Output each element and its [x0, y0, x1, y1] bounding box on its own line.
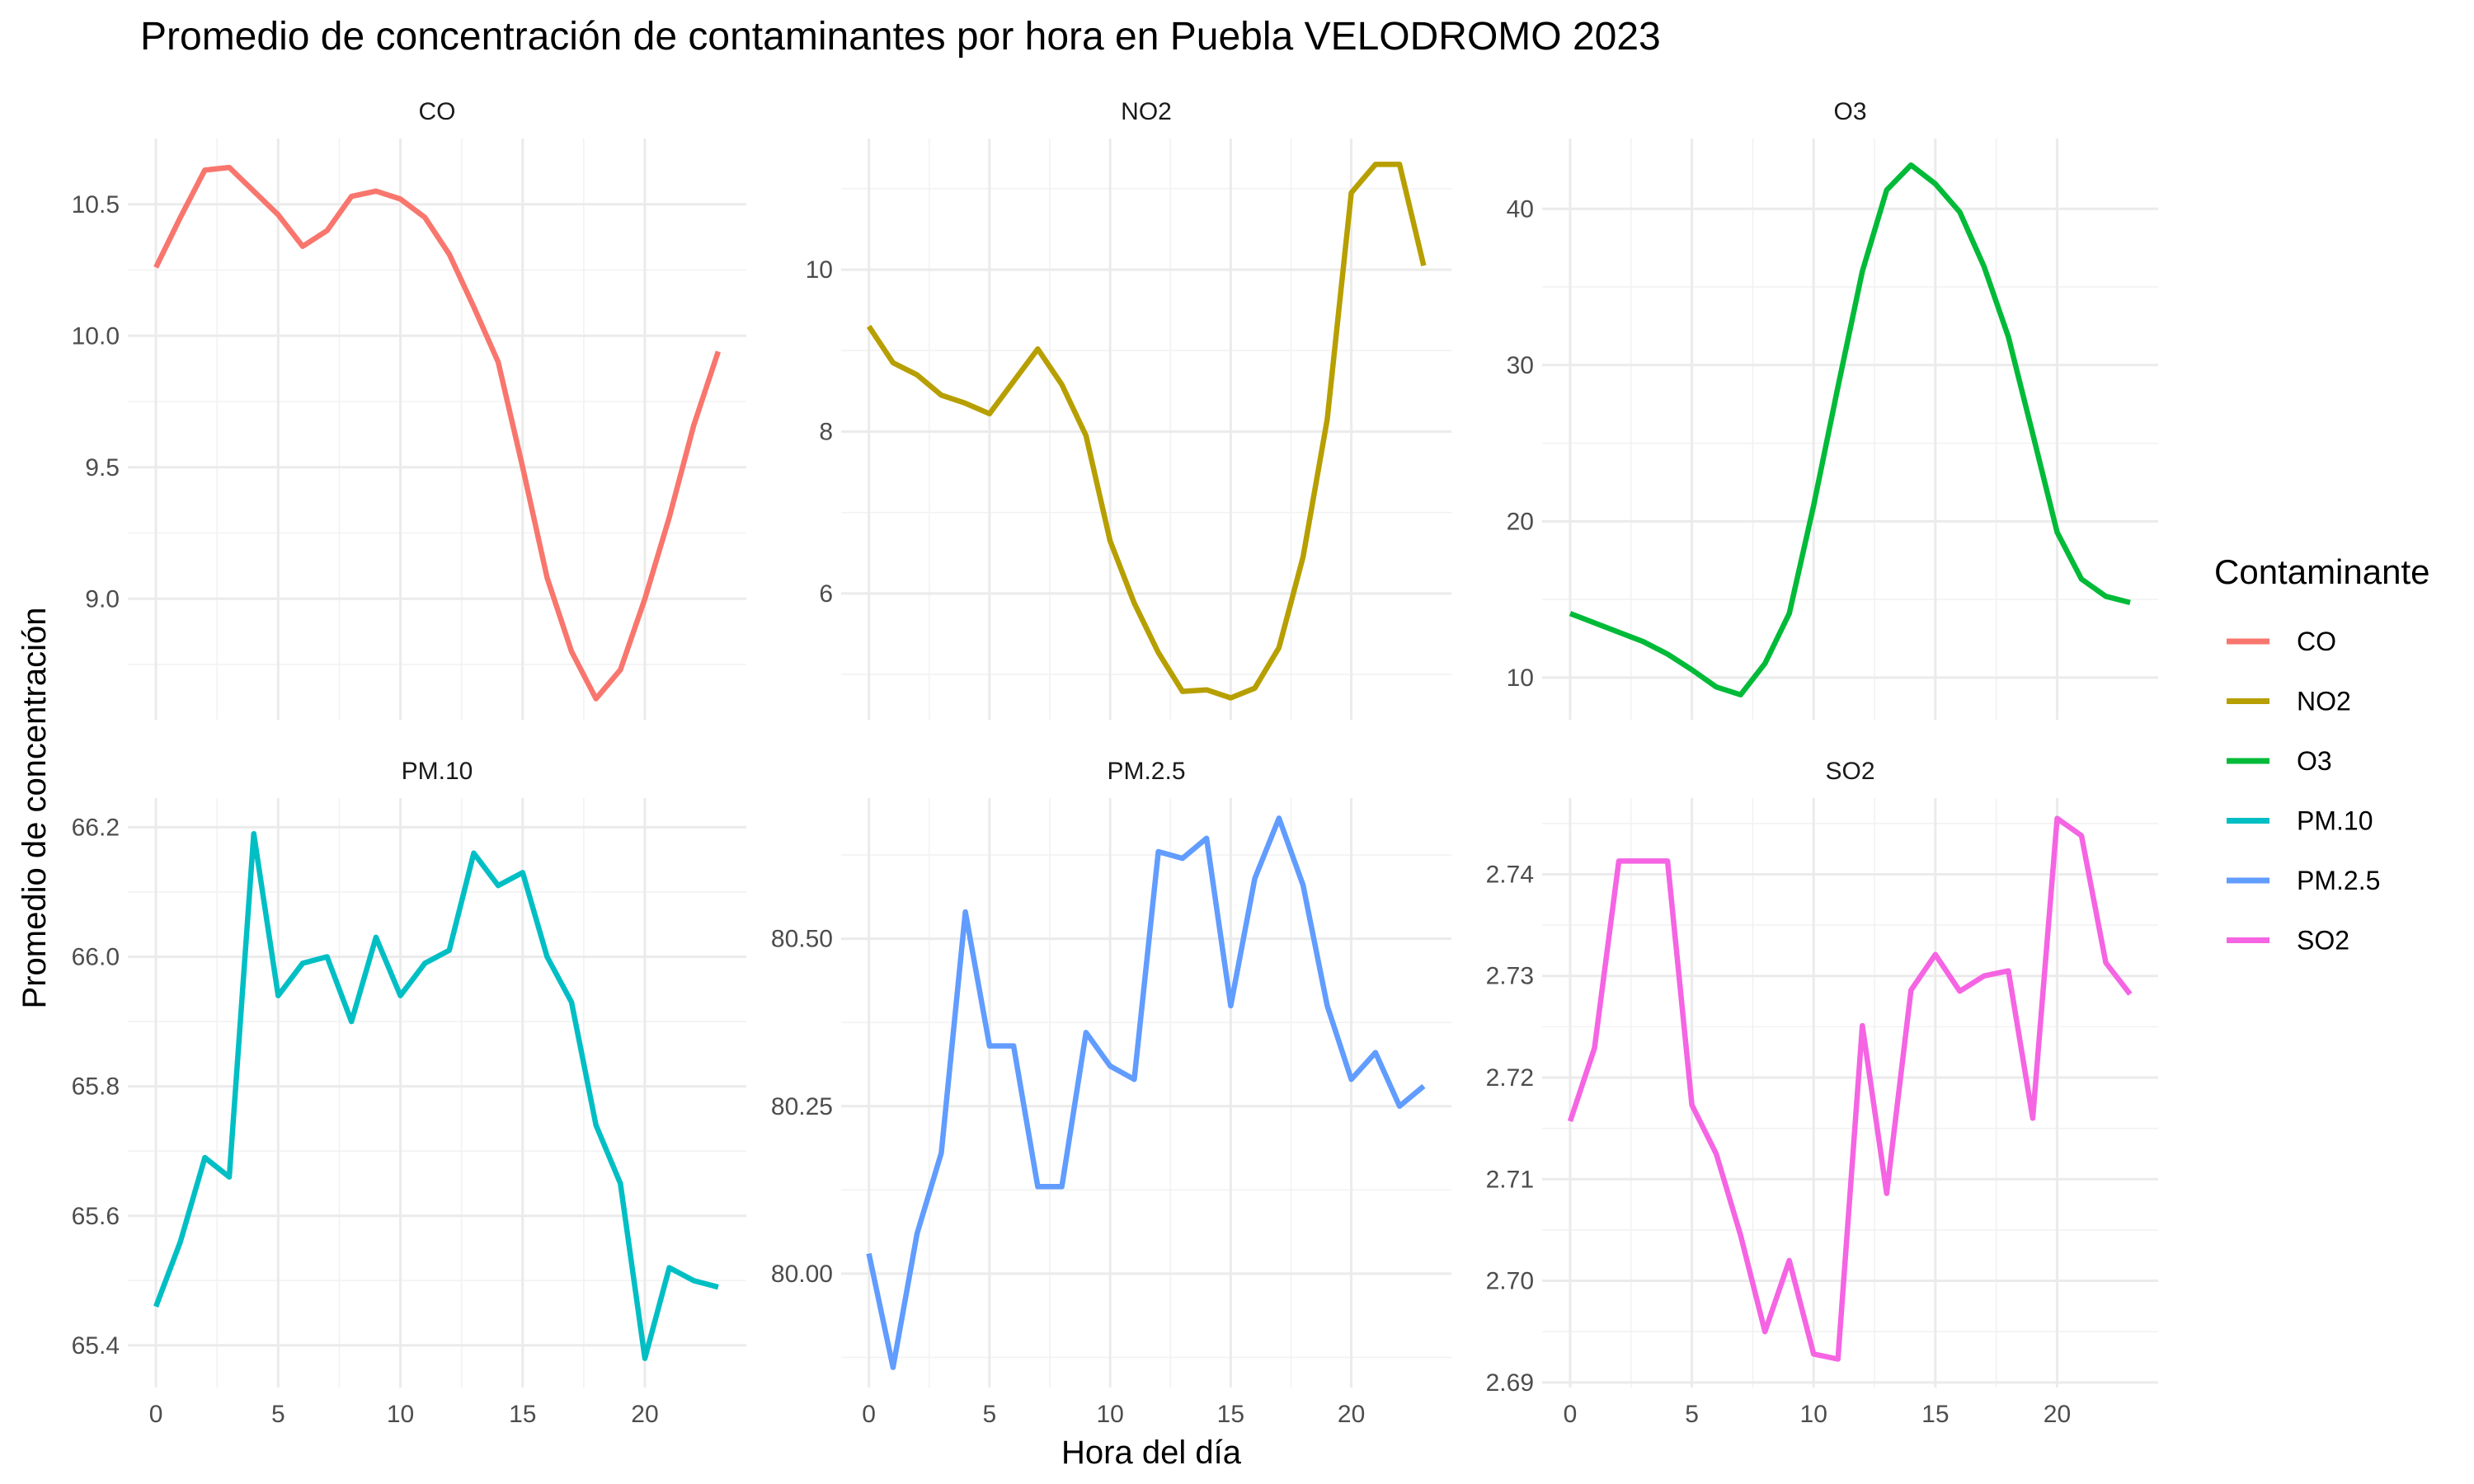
- y-tick-label: 30: [1507, 352, 1534, 379]
- legend-label: CO: [2297, 627, 2336, 656]
- legend-item-no2: NO2: [2227, 687, 2351, 716]
- x-tick-label: 20: [631, 1401, 658, 1428]
- x-tick-label: 0: [862, 1401, 876, 1428]
- chart-title: Promedio de concentración de contaminant…: [140, 15, 1661, 59]
- y-tick-label: 2.69: [1486, 1369, 1534, 1397]
- y-tick-label: 2.74: [1486, 861, 1534, 888]
- y-tick-label: 10.0: [72, 322, 120, 350]
- legend-label: PM.2.5: [2297, 866, 2380, 895]
- legend-label: SO2: [2297, 926, 2349, 956]
- x-tick-label: 5: [271, 1401, 285, 1428]
- y-tick-label: 2.73: [1486, 963, 1534, 990]
- x-tick-label: 15: [1217, 1401, 1244, 1428]
- y-tick-label: 65.4: [72, 1332, 120, 1360]
- x-tick-label: 5: [983, 1401, 997, 1428]
- y-tick-label: 2.71: [1486, 1166, 1534, 1193]
- legend-item-pm-10: PM.10: [2227, 806, 2373, 836]
- x-tick-label: 10: [1096, 1401, 1123, 1428]
- legend-label: O3: [2297, 746, 2332, 776]
- y-tick-label: 66.2: [72, 814, 120, 841]
- panel-no2: NO2 6 8 10: [806, 98, 1451, 720]
- y-tick-label: 80.00: [771, 1261, 833, 1288]
- series-line-co: [153, 164, 721, 702]
- panel-title-so2: SO2: [1825, 758, 1874, 785]
- y-tick-label: 9.5: [85, 454, 120, 481]
- x-tick-label: 15: [1921, 1401, 1949, 1428]
- x-tick-label: 15: [509, 1401, 536, 1428]
- legend-item-so2: SO2: [2227, 926, 2349, 956]
- x-tick-label: 20: [2044, 1401, 2071, 1428]
- series-line-pm-10: [153, 830, 719, 1361]
- legend-item-o3: O3: [2227, 746, 2332, 776]
- x-tick-label: 5: [1685, 1401, 1699, 1428]
- panel-pm-2-5: PM.2.5 80.00 80.25 80.50 0 5 10 15 20: [771, 758, 1451, 1428]
- y-tick-label: 6: [819, 580, 833, 608]
- y-tick-label: 65.6: [72, 1203, 120, 1230]
- panel-grid: CO 9.0 9.5 10.0 10.5 NO2 6 8 10 O3 10 20 30 40 PM.10 65…: [72, 98, 2158, 1428]
- legend-item-pm-2-5: PM.2.5: [2227, 866, 2380, 895]
- y-tick-label: 9.0: [85, 585, 120, 613]
- y-tick-label: 40: [1507, 195, 1534, 223]
- x-tick-label: 10: [1800, 1401, 1827, 1428]
- y-tick-label: 2.70: [1486, 1268, 1534, 1295]
- series-line-o3: [1569, 162, 2131, 697]
- legend-item-co: CO: [2227, 627, 2336, 656]
- y-tick-label: 10: [1507, 665, 1534, 692]
- legend-items: CO NO2 O3 PM.10 PM.2.5 SO2: [2227, 627, 2380, 956]
- y-tick-label: 10: [806, 256, 833, 284]
- panel-o3: O3 10 20 30 40: [1507, 98, 2158, 720]
- x-tick-label: 10: [387, 1401, 414, 1428]
- x-tick-label: 0: [1564, 1401, 1578, 1428]
- series-line-so2: [1567, 815, 2133, 1362]
- panel-pm-10: PM.10 65.4 65.6 65.8 66.0 66.2 0 5 10 15 20: [72, 758, 746, 1428]
- y-tick-label: 80.50: [771, 926, 833, 953]
- y-tick-label: 65.8: [72, 1073, 120, 1101]
- legend: Contaminante CO NO2 O3 PM.10 PM.2.5 SO2: [2214, 552, 2430, 956]
- series-line-pm-2-5: [866, 815, 1426, 1370]
- panel-title-co: CO: [419, 98, 456, 125]
- y-tick-label: 80.25: [771, 1093, 833, 1120]
- y-tick-label: 20: [1507, 508, 1534, 535]
- panel-title-pm-10: PM.10: [402, 758, 473, 785]
- legend-title: Contaminante: [2214, 552, 2430, 591]
- y-tick-label: 8: [819, 418, 833, 445]
- y-axis-title: Promedio de concentración: [16, 608, 53, 1009]
- legend-label: NO2: [2297, 687, 2351, 716]
- x-axis-title: Hora del día: [1061, 1435, 1242, 1471]
- x-tick-label: 0: [149, 1401, 163, 1428]
- x-tick-label: 20: [1338, 1401, 1365, 1428]
- panel-so2: SO2 2.69 2.70 2.71 2.72 2.73 2.74 0 5 10 15 20: [1486, 758, 2158, 1428]
- panel-title-no2: NO2: [1121, 98, 1172, 125]
- panel-co: CO 9.0 9.5 10.0 10.5: [72, 98, 746, 720]
- legend-label: PM.10: [2297, 806, 2373, 836]
- series-line-no2: [866, 162, 1427, 701]
- panel-title-pm-2-5: PM.2.5: [1107, 758, 1185, 785]
- panel-title-o3: O3: [1833, 98, 1866, 125]
- y-tick-label: 66.0: [72, 944, 120, 971]
- y-tick-label: 10.5: [72, 191, 120, 218]
- y-tick-label: 2.72: [1486, 1064, 1534, 1092]
